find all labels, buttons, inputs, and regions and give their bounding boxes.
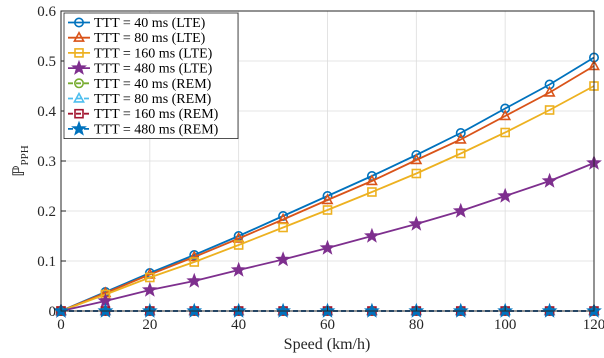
data-point-marker (97, 302, 114, 318)
legend-label: TTT = 40 ms (REM) (94, 77, 212, 92)
data-point-marker (232, 231, 245, 243)
legend-item: TTT = 160 ms (REM) (68, 107, 219, 122)
data-point-marker (411, 168, 422, 179)
legend-label: TTT = 160 ms (REM) (94, 107, 219, 122)
y-tick-label: 0.5 (37, 54, 56, 70)
legend-marker (74, 48, 84, 58)
data-point-marker (408, 215, 425, 231)
data-point-marker (319, 239, 336, 255)
y-tick-label: 0.6 (37, 4, 56, 20)
y-tick-label: 0.2 (37, 204, 56, 220)
legend-item: TTT = 80 ms (LTE) (68, 31, 206, 46)
legend-marker (73, 91, 85, 103)
data-point-marker (189, 257, 200, 267)
data-point-marker (321, 193, 334, 205)
series-line (60, 85, 595, 312)
data-point-marker (186, 272, 203, 288)
data-point-marker (322, 205, 333, 215)
legend-box (63, 12, 239, 139)
data-point-marker (275, 302, 291, 318)
data-point-marker (500, 103, 511, 114)
data-point-marker (364, 227, 380, 243)
data-point-marker (233, 240, 244, 250)
y-axis-label-main: ℙ (11, 165, 28, 176)
data-point-marker (541, 302, 558, 318)
legend-item: TTT = 480 ms (REM) (68, 120, 219, 137)
x-tick-label: 80 (409, 317, 424, 333)
data-point-marker (544, 105, 555, 115)
data-point-marker (188, 250, 201, 262)
data-point-marker (455, 148, 466, 159)
legend-marker (73, 31, 85, 42)
data-point-marker (275, 251, 291, 267)
x-tick-label: 40 (231, 317, 246, 333)
data-point-marker (278, 222, 288, 233)
legend-item: TTT = 480 ms (LTE) (68, 59, 213, 77)
series-4 (53, 154, 602, 318)
legend-item: TTT = 160 ms (LTE) (68, 46, 213, 61)
legend-label: TTT = 80 ms (REM) (94, 92, 212, 107)
x-axis-label: Speed (km/h) (284, 336, 371, 353)
y-tick-label: 0.1 (37, 254, 56, 270)
x-tick-label: 0 (57, 317, 65, 333)
data-point-marker (541, 172, 558, 188)
y-axis-label: ℙPPH (11, 145, 31, 176)
svg-text:ℙPPH: ℙPPH (11, 145, 31, 176)
x-tick-label: 100 (494, 317, 517, 333)
y-tick-label: 0.3 (37, 154, 56, 170)
data-point-marker (455, 128, 466, 139)
data-point-marker (186, 302, 203, 318)
data-point-marker (367, 187, 377, 197)
data-point-marker (364, 302, 380, 318)
legend-label: TTT = 80 ms (LTE) (94, 31, 206, 46)
legend-marker (71, 59, 87, 75)
data-point-marker (365, 174, 378, 186)
data-point-marker (410, 153, 423, 165)
data-point-marker (454, 132, 467, 144)
axis-ticks: 0 20 40 60 80 100 120 0 0.1 0.2 0.3 0.4 0.5 0.6 (37, 4, 604, 333)
legend-marker (71, 120, 87, 136)
legend-label: TTT = 480 ms (REM) (94, 122, 219, 137)
x-tick-label: 60 (320, 317, 335, 333)
legend-label: TTT = 480 ms (LTE) (94, 62, 213, 77)
x-tick-label: 20 (142, 317, 157, 333)
data-point-marker (452, 202, 469, 218)
legend-marker (74, 17, 85, 28)
data-point-marker (500, 127, 510, 138)
legend: TTT = 40 ms (LTE)TTT = 80 ms (LTE)TTT = … (63, 12, 239, 139)
legend-marker (74, 108, 84, 119)
y-axis-label-subscript: PPH (19, 145, 31, 165)
data-point-marker (497, 187, 514, 203)
data-point-marker (141, 281, 158, 297)
x-tick-label: 120 (583, 317, 604, 333)
legend-item: TTT = 80 ms (REM) (68, 91, 212, 107)
data-point-marker (499, 109, 512, 121)
legend-item: TTT = 40 ms (REM) (68, 77, 212, 92)
y-tick-label: 0.4 (37, 104, 56, 120)
data-point-marker (452, 302, 469, 318)
data-point-marker (145, 272, 155, 283)
legend-item: TTT = 40 ms (LTE) (68, 16, 206, 31)
data-point-marker (543, 85, 556, 97)
y-tick-label: 0 (49, 304, 57, 320)
legend-label: TTT = 160 ms (LTE) (94, 46, 213, 61)
series-line (60, 65, 595, 312)
data-point-marker (230, 261, 247, 277)
legend-label: TTT = 40 ms (LTE) (94, 16, 206, 31)
legend-marker (74, 78, 85, 89)
